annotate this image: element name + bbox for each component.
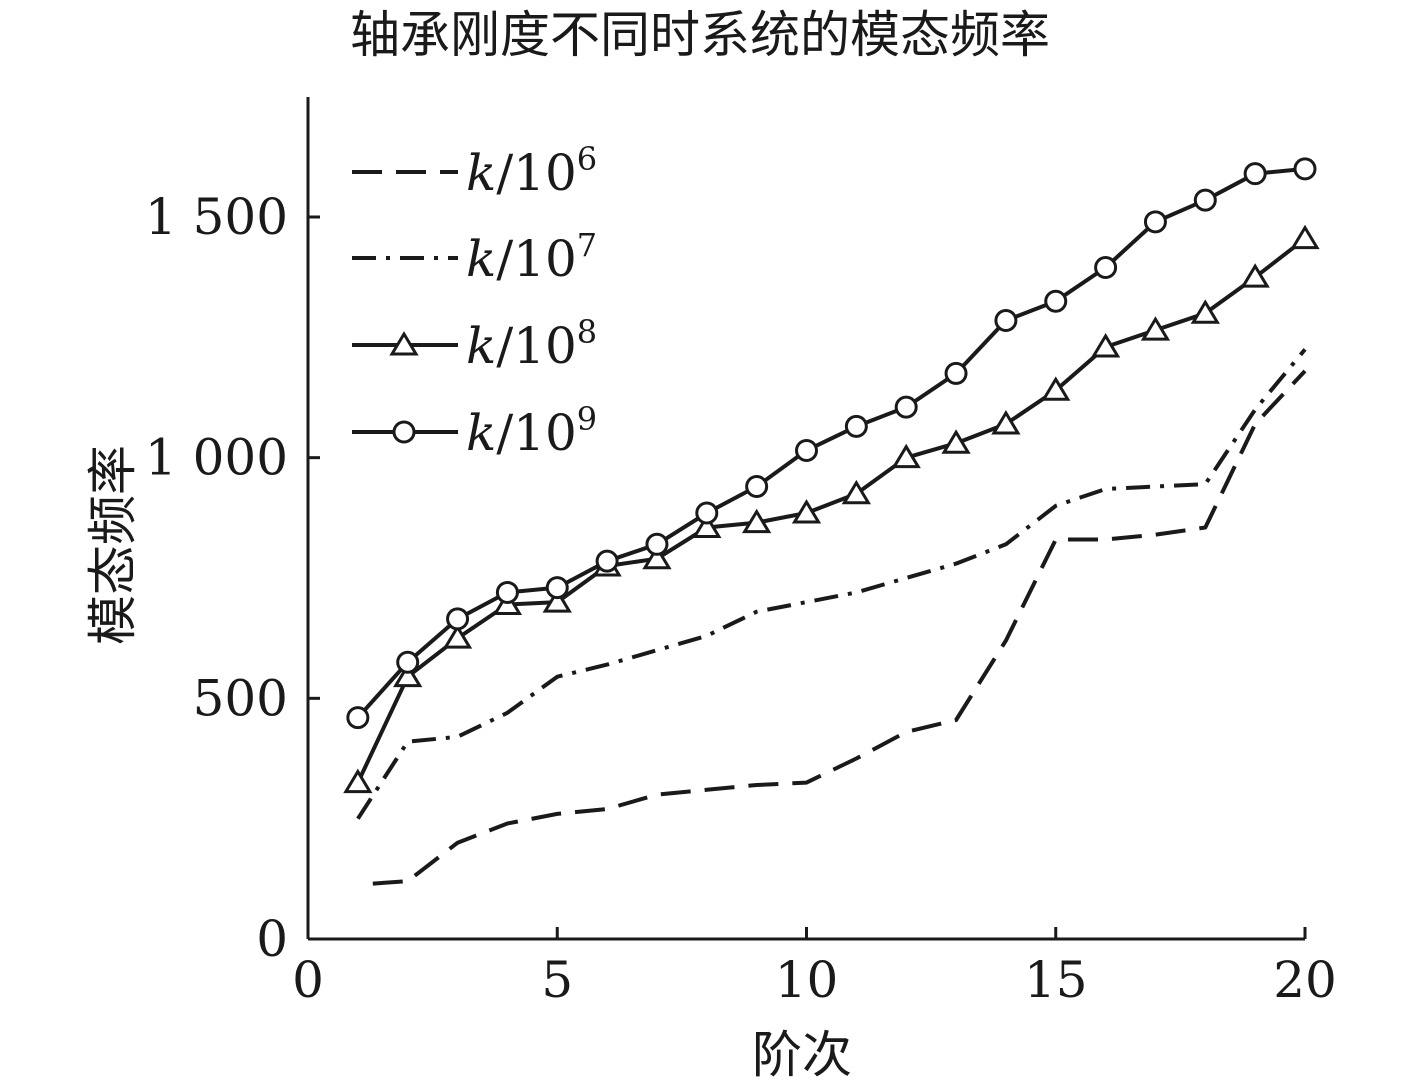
series-1 xyxy=(372,369,1307,886)
data-point xyxy=(742,508,772,534)
legend-label: k/108 xyxy=(466,313,597,375)
legend-marker xyxy=(392,420,416,444)
series-layer xyxy=(343,157,1320,886)
legend-marker xyxy=(389,331,419,356)
data-point xyxy=(642,544,672,570)
legend-item-1: k/106 xyxy=(352,140,597,202)
x-tick-label: 20 xyxy=(1273,951,1337,1009)
data-point xyxy=(645,532,669,556)
series-line-2 xyxy=(356,348,1307,820)
data-point xyxy=(894,395,918,419)
data-point xyxy=(994,308,1018,332)
data-point xyxy=(1293,157,1317,181)
data-point xyxy=(1094,256,1118,280)
data-point xyxy=(442,624,473,649)
data-point xyxy=(393,662,423,688)
y-tick-label: 500 xyxy=(193,669,288,727)
series-2 xyxy=(356,348,1307,820)
chart-title: 轴承刚度不同时系统的模态频率 xyxy=(350,6,1050,64)
data-point xyxy=(692,513,722,538)
series-line-1 xyxy=(372,369,1307,886)
series-3 xyxy=(343,224,1320,794)
series-4 xyxy=(346,157,1317,730)
data-point xyxy=(1240,263,1270,288)
x-tick-label: 15 xyxy=(1024,951,1088,1009)
axis-ticks: 0 5 10 15 20 0 500 1 000 1 500 xyxy=(145,188,1337,1009)
data-point xyxy=(446,607,470,631)
data-point xyxy=(991,410,1021,435)
data-point xyxy=(944,361,968,385)
data-point xyxy=(346,706,370,730)
legend: k/106 k/107 k/108 k/109 xyxy=(352,140,597,462)
data-point xyxy=(1041,376,1071,401)
data-point xyxy=(1140,316,1171,341)
x-axis-label: 阶次 xyxy=(752,1026,852,1084)
data-point xyxy=(1044,289,1068,313)
data-point xyxy=(1193,188,1217,212)
data-point xyxy=(1143,210,1167,234)
x-tick-label: 0 xyxy=(292,951,324,1009)
legend-item-4: k/109 xyxy=(352,400,597,462)
data-point xyxy=(343,768,373,794)
data-point xyxy=(891,443,921,469)
legend-label: k/106 xyxy=(466,140,597,202)
x-tick-label: 10 xyxy=(775,951,839,1009)
y-tick-label: 1 000 xyxy=(145,429,288,487)
data-point xyxy=(1243,162,1267,186)
data-point xyxy=(545,576,569,600)
data-point xyxy=(396,650,420,674)
x-tick-label: 5 xyxy=(541,951,573,1009)
data-point xyxy=(841,479,871,505)
data-point xyxy=(844,414,868,438)
data-point xyxy=(745,475,769,499)
data-point xyxy=(495,580,519,604)
data-point xyxy=(1090,333,1121,358)
data-point xyxy=(1290,224,1320,250)
y-tick-label: 0 xyxy=(256,910,288,968)
y-axis-label: 模态频率 xyxy=(84,445,142,645)
data-point xyxy=(795,438,818,462)
data-point xyxy=(695,501,719,525)
y-tick-label: 1 500 xyxy=(145,188,288,246)
data-point xyxy=(941,429,971,454)
legend-label: k/109 xyxy=(466,400,597,462)
data-point xyxy=(791,499,822,524)
data-point xyxy=(595,549,619,573)
legend-label: k/107 xyxy=(466,226,597,288)
data-point xyxy=(542,588,572,613)
legend-item-2: k/107 xyxy=(352,226,597,288)
legend-item-3: k/108 xyxy=(352,313,597,375)
data-point xyxy=(1190,299,1220,324)
